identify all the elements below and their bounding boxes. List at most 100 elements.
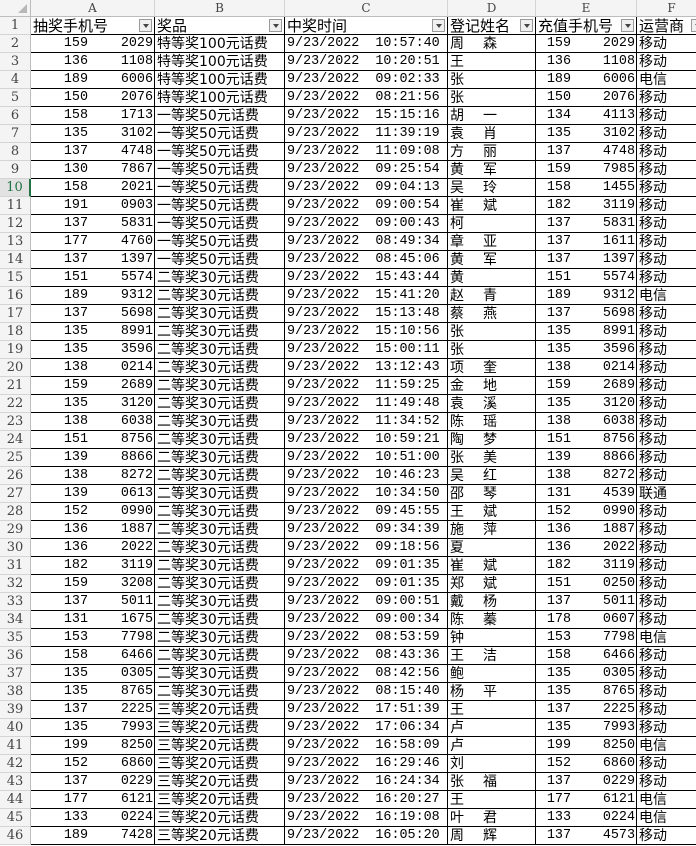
recharge-phone-cell[interactable]: 159 2029 (536, 35, 637, 53)
row-number[interactable]: 38 (0, 683, 31, 701)
lottery-phone-cell[interactable]: 130 7867 (31, 161, 155, 179)
win-time-cell[interactable]: 9/23/2022 08:49:34 (285, 233, 448, 251)
win-time-cell[interactable]: 9/23/2022 17:06:34 (285, 719, 448, 737)
name-cell[interactable]: 柯 (448, 215, 536, 233)
name-cell[interactable]: 鲍 (448, 665, 536, 683)
win-time-cell[interactable]: 9/23/2022 11:49:48 (285, 395, 448, 413)
row-number[interactable]: 34 (0, 611, 31, 629)
recharge-phone-cell[interactable]: 137 1611 (536, 233, 637, 251)
recharge-phone-cell[interactable]: 135 3596 (536, 341, 637, 359)
win-time-cell[interactable]: 9/23/2022 09:45:55 (285, 503, 448, 521)
lottery-phone-cell[interactable]: 135 0305 (31, 665, 155, 683)
row-number[interactable]: 46 (0, 827, 31, 845)
win-time-cell[interactable]: 9/23/2022 08:15:40 (285, 683, 448, 701)
name-cell[interactable]: 王 (448, 791, 536, 809)
win-time-cell[interactable]: 9/23/2022 16:29:46 (285, 755, 448, 773)
prize-cell[interactable]: 二等奖30元话费 (155, 305, 285, 323)
name-cell[interactable]: 钟 (448, 629, 536, 647)
prize-cell[interactable]: 二等奖30元话费 (155, 575, 285, 593)
row-number[interactable]: 20 (0, 359, 31, 377)
win-time-cell[interactable]: 9/23/2022 10:51:00 (285, 449, 448, 467)
header-cell[interactable]: 充值手机号 (536, 17, 637, 35)
prize-cell[interactable]: 二等奖30元话费 (155, 359, 285, 377)
name-cell[interactable]: 陈蓁 (448, 611, 536, 629)
prize-cell[interactable]: 二等奖30元话费 (155, 629, 285, 647)
recharge-phone-cell[interactable]: 137 1397 (536, 251, 637, 269)
carrier-cell[interactable]: 电信 (637, 71, 696, 89)
row-number[interactable]: 1 (0, 17, 31, 35)
filter-dropdown-button[interactable] (691, 19, 696, 32)
header-cell[interactable]: 奖品 (155, 17, 285, 35)
recharge-phone-cell[interactable]: 138 8272 (536, 467, 637, 485)
win-time-cell[interactable]: 9/23/2022 13:12:43 (285, 359, 448, 377)
lottery-phone-cell[interactable]: 133 0224 (31, 809, 155, 827)
prize-cell[interactable]: 一等奖50元话费 (155, 215, 285, 233)
prize-cell[interactable]: 二等奖30元话费 (155, 449, 285, 467)
win-time-cell[interactable]: 9/23/2022 11:39:19 (285, 125, 448, 143)
row-number[interactable]: 29 (0, 521, 31, 539)
column-header-a[interactable]: A (31, 0, 155, 17)
row-number[interactable]: 21 (0, 377, 31, 395)
row-number[interactable]: 22 (0, 395, 31, 413)
name-cell[interactable]: 张福 (448, 773, 536, 791)
lottery-phone-cell[interactable]: 135 3120 (31, 395, 155, 413)
carrier-cell[interactable]: 移动 (637, 161, 696, 179)
carrier-cell[interactable]: 移动 (637, 665, 696, 683)
win-time-cell[interactable]: 9/23/2022 09:01:35 (285, 557, 448, 575)
prize-cell[interactable]: 二等奖30元话费 (155, 269, 285, 287)
win-time-cell[interactable]: 9/23/2022 16:19:08 (285, 809, 448, 827)
row-number[interactable]: 13 (0, 233, 31, 251)
row-number[interactable]: 31 (0, 557, 31, 575)
name-cell[interactable]: 黄 (448, 269, 536, 287)
carrier-cell[interactable]: 电信 (637, 809, 696, 827)
win-time-cell[interactable]: 9/23/2022 08:21:56 (285, 89, 448, 107)
win-time-cell[interactable]: 9/23/2022 08:45:06 (285, 251, 448, 269)
win-time-cell[interactable]: 9/23/2022 16:24:34 (285, 773, 448, 791)
row-number[interactable]: 37 (0, 665, 31, 683)
recharge-phone-cell[interactable]: 182 3119 (536, 197, 637, 215)
carrier-cell[interactable]: 移动 (637, 611, 696, 629)
win-time-cell[interactable]: 9/23/2022 08:43:36 (285, 647, 448, 665)
win-time-cell[interactable]: 9/23/2022 15:10:56 (285, 323, 448, 341)
lottery-phone-cell[interactable]: 137 4748 (31, 143, 155, 161)
name-cell[interactable]: 张 (448, 71, 536, 89)
recharge-phone-cell[interactable]: 137 5011 (536, 593, 637, 611)
name-cell[interactable]: 张 (448, 89, 536, 107)
prize-cell[interactable]: 二等奖30元话费 (155, 665, 285, 683)
lottery-phone-cell[interactable]: 137 5698 (31, 305, 155, 323)
row-number[interactable]: 2 (0, 35, 31, 53)
win-time-cell[interactable]: 9/23/2022 15:43:44 (285, 269, 448, 287)
carrier-cell[interactable]: 移动 (637, 521, 696, 539)
lottery-phone-cell[interactable]: 137 5831 (31, 215, 155, 233)
name-cell[interactable]: 叶君 (448, 809, 536, 827)
prize-cell[interactable]: 二等奖30元话费 (155, 557, 285, 575)
row-number[interactable]: 9 (0, 161, 31, 179)
carrier-cell[interactable]: 移动 (637, 269, 696, 287)
row-number[interactable]: 41 (0, 737, 31, 755)
carrier-cell[interactable]: 移动 (637, 125, 696, 143)
prize-cell[interactable]: 一等奖50元话费 (155, 143, 285, 161)
prize-cell[interactable]: 特等奖100元话费 (155, 71, 285, 89)
lottery-phone-cell[interactable]: 159 3208 (31, 575, 155, 593)
lottery-phone-cell[interactable]: 189 6006 (31, 71, 155, 89)
prize-cell[interactable]: 一等奖50元话费 (155, 233, 285, 251)
row-number[interactable]: 40 (0, 719, 31, 737)
prize-cell[interactable]: 二等奖30元话费 (155, 467, 285, 485)
recharge-phone-cell[interactable]: 136 1887 (536, 521, 637, 539)
name-cell[interactable]: 赵青 (448, 287, 536, 305)
prize-cell[interactable]: 二等奖30元话费 (155, 287, 285, 305)
prize-cell[interactable]: 二等奖30元话费 (155, 341, 285, 359)
column-header-e[interactable]: E (536, 0, 637, 17)
name-cell[interactable]: 章亚 (448, 233, 536, 251)
recharge-phone-cell[interactable]: 189 9312 (536, 287, 637, 305)
row-number[interactable]: 35 (0, 629, 31, 647)
lottery-phone-cell[interactable]: 131 1675 (31, 611, 155, 629)
name-cell[interactable]: 周森 (448, 35, 536, 53)
win-time-cell[interactable]: 9/23/2022 09:34:39 (285, 521, 448, 539)
row-number[interactable]: 26 (0, 467, 31, 485)
win-time-cell[interactable]: 9/23/2022 09:18:56 (285, 539, 448, 557)
lottery-phone-cell[interactable]: 136 1887 (31, 521, 155, 539)
prize-cell[interactable]: 二等奖30元话费 (155, 503, 285, 521)
carrier-cell[interactable]: 移动 (637, 575, 696, 593)
prize-cell[interactable]: 二等奖30元话费 (155, 611, 285, 629)
